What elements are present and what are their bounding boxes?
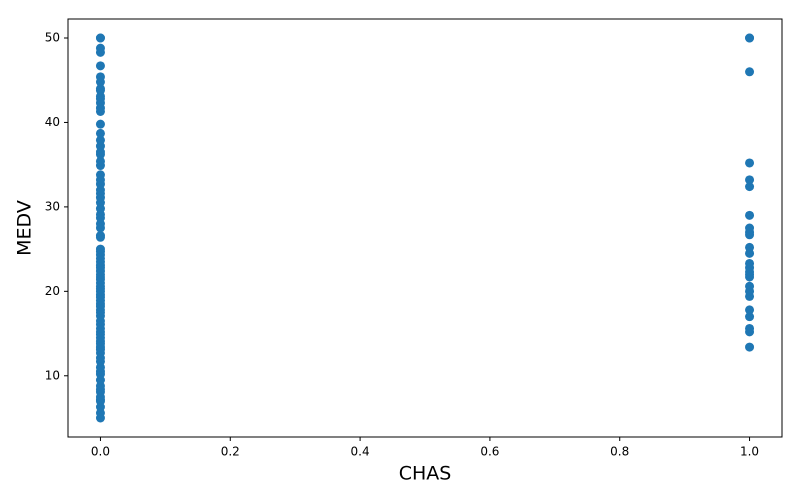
point — [95, 231, 105, 241]
point — [745, 281, 755, 291]
point — [95, 43, 105, 53]
x-tick-label: 0.6 — [480, 445, 499, 459]
x-tick-label: 0.2 — [221, 445, 240, 459]
point — [745, 323, 755, 333]
point — [745, 158, 755, 168]
x-tick-label: 0.0 — [91, 445, 110, 459]
plot-frame — [67, 18, 783, 438]
y-tick-label: 30 — [45, 199, 60, 213]
y-tick-label: 10 — [45, 368, 60, 382]
x-tick-label: 0.8 — [610, 445, 629, 459]
point — [95, 244, 105, 254]
point — [745, 210, 755, 220]
point — [95, 135, 105, 145]
y-axis-label: MEDV — [14, 200, 36, 256]
x-tick-label: 0.4 — [351, 445, 370, 459]
point — [95, 119, 105, 129]
point — [95, 72, 105, 82]
y-tick-label: 20 — [45, 284, 60, 298]
point — [95, 170, 105, 180]
point — [745, 258, 755, 268]
point — [95, 61, 105, 71]
y-tick-label: 50 — [45, 31, 60, 45]
point — [745, 342, 755, 352]
point — [95, 33, 105, 43]
point — [95, 156, 105, 166]
point — [745, 182, 755, 192]
point — [745, 175, 755, 185]
point — [745, 242, 755, 252]
point — [95, 84, 105, 94]
point — [95, 128, 105, 138]
x-axis-label: CHAS — [399, 463, 452, 485]
x-tick-label: 1.0 — [740, 445, 759, 459]
point — [745, 312, 755, 322]
point — [745, 67, 755, 77]
point — [745, 33, 755, 43]
point — [745, 223, 755, 233]
y-tick-label: 40 — [45, 115, 60, 129]
point — [745, 305, 755, 315]
